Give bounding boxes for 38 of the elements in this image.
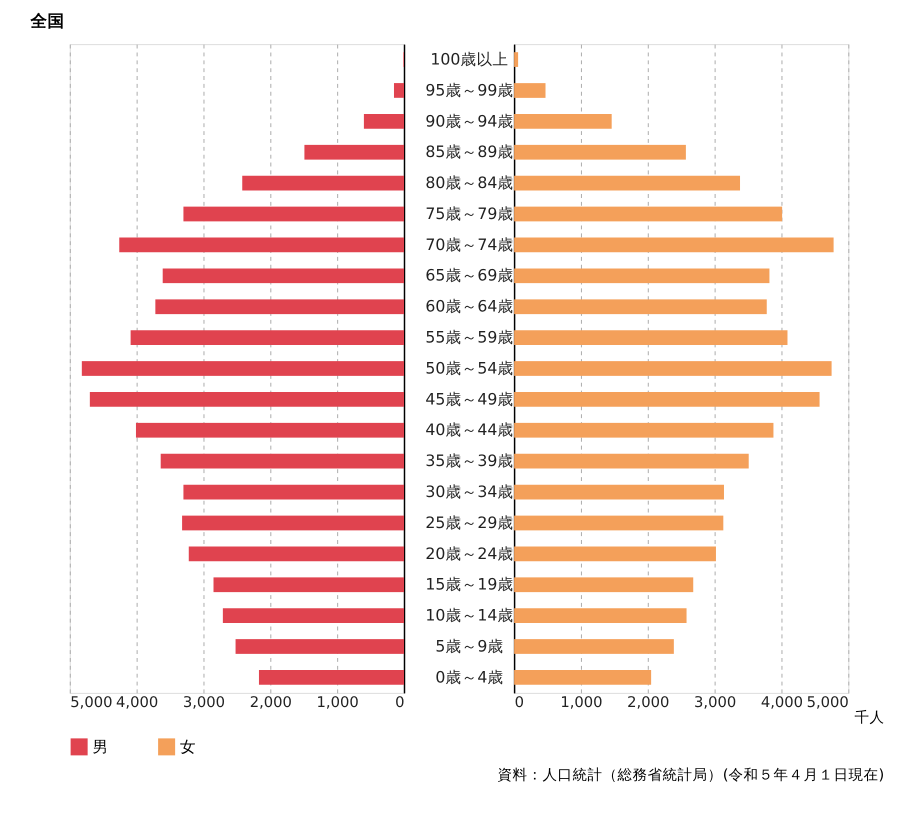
y-tick-label: 95歳～99歳	[425, 80, 514, 100]
y-tick-label: 85歳～89歳	[425, 142, 514, 162]
x-tick-label: 0	[514, 694, 524, 712]
x-tick-label: 5,000	[70, 694, 112, 712]
legend-label: 男	[92, 736, 108, 756]
y-tick-label: 50歳～54歳	[425, 358, 514, 378]
x-tick-label: 2,000	[627, 694, 670, 712]
y-tick-label: 10歳～14歳	[425, 606, 514, 625]
legend-label: 女	[180, 736, 196, 756]
y-tick-label: 55歳～59歳	[425, 328, 514, 347]
x-tick-label: 3,000	[182, 694, 226, 712]
y-tick-label: 45歳～49歳	[425, 389, 514, 408]
x-tick-label: 0	[395, 694, 404, 712]
x-tick-label: 5,000	[806, 694, 849, 712]
chart-title: 全国	[29, 10, 64, 30]
x-axis-title: 千人	[854, 708, 885, 726]
x-tick-label: 2,000	[250, 694, 292, 712]
y-tick-label: 20歳～24歳	[425, 544, 514, 563]
y-tick-label: 5歳～9歳	[435, 636, 504, 656]
y-tick-label: 25歳～29歳	[425, 512, 514, 532]
y-tick-label: 65歳～69歳	[425, 266, 514, 285]
y-tick-label: 100歳以上	[430, 49, 508, 68]
y-tick-label: 75歳～79歳	[425, 204, 514, 223]
x-tick-label: 1,000	[560, 694, 603, 712]
y-tick-label: 40歳～44歳	[425, 420, 514, 440]
y-tick-label: 35歳～39歳	[425, 451, 514, 470]
y-tick-label: 70歳～74歳	[425, 234, 514, 254]
y-tick-label: 60歳～64歳	[425, 296, 514, 316]
y-tick-label: 0歳～4歳	[435, 667, 504, 686]
x-tick-label: 4,000	[760, 694, 804, 712]
y-tick-label: 80歳～84歳	[425, 173, 514, 192]
x-tick-label: 4,000	[116, 694, 158, 712]
y-tick-label: 15歳～19歳	[425, 574, 514, 594]
text: 資料：人口統計（総務省統計局）(令和５年４月１日現在)	[498, 766, 884, 784]
x-tick-label: 1,000	[316, 694, 359, 712]
x-tick-label: 3,000	[694, 694, 736, 712]
y-tick-label: 30歳～34歳	[425, 482, 514, 501]
y-tick-label: 90歳～94歳	[425, 111, 514, 130]
